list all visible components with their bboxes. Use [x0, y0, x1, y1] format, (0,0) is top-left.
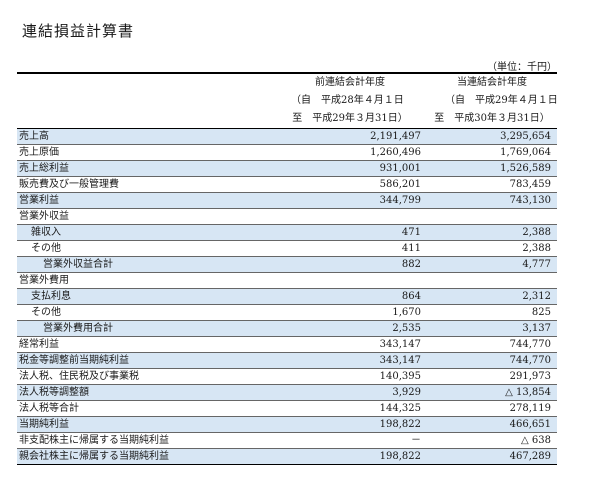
row-label: 当期純利益 [17, 416, 273, 433]
row-label: 売上高 [17, 128, 273, 145]
curr-period-value: 744,770 [427, 352, 557, 369]
curr-period-value: 467,289 [427, 448, 557, 465]
prev-period-value: 140,395 [273, 368, 427, 385]
table-row: 営業外費用合計 2,535 3,137 [17, 320, 557, 337]
row-label: 非支配株主に帰属する当期純利益 [17, 432, 273, 449]
row-label: 税金等調整前当期純利益 [17, 352, 273, 369]
prev-period-value: 344,799 [273, 192, 427, 209]
table-row: 売上高 2,191,497 3,295,654 [17, 128, 557, 145]
prev-period-value: 586,201 [273, 176, 427, 193]
row-label: 営業外費用 [17, 272, 273, 289]
curr-period-value: 2,312 [427, 288, 557, 305]
table-row: 法人税、住民税及び事業税 140,395 291,973 [17, 368, 557, 385]
row-label: 営業外費用合計 [17, 320, 273, 337]
row-label: 売上総利益 [17, 160, 273, 177]
curr-period-value: 1,526,589 [427, 160, 557, 177]
prev-period-value: 2,535 [273, 320, 427, 337]
row-label: 支払利息 [17, 288, 273, 305]
prev-period-value: 343,147 [273, 336, 427, 353]
header-blank [17, 74, 273, 92]
curr-period-value: 278,119 [427, 400, 557, 417]
unit-note: （単位：千円） [487, 62, 557, 73]
prev-period-to: 至 平成29年３月31日） [292, 113, 408, 124]
table-row: 法人税等調整額 3,929 △ 13,854 [17, 384, 557, 401]
table-row: その他 411 2,388 [17, 240, 557, 257]
row-label: 営業外収益 [17, 208, 273, 225]
row-label: 営業利益 [17, 192, 273, 209]
prev-period-value: 1,670 [273, 304, 427, 321]
curr-period-value [427, 272, 557, 289]
table-row: 非支配株主に帰属する当期純利益－ △ 638 [17, 432, 557, 449]
curr-period-heading: 当連結会計年度 [457, 77, 527, 88]
row-label: その他 [17, 304, 273, 321]
curr-period-value: △ 13,854 [427, 384, 557, 401]
table-header: 前連結会計年度 当連結会計年度 （自 平成28年４月１日 （自 平成29年４月１… [17, 72, 558, 129]
curr-period-from: （自 平成29年４月１日 [445, 95, 558, 106]
table-row: 支払利息 864 2,312 [17, 288, 557, 305]
row-label: 経常利益 [17, 336, 273, 353]
row-label: その他 [17, 240, 273, 257]
prev-period-value [273, 272, 427, 289]
prev-period-value: 2,191,497 [273, 128, 427, 145]
prev-period-value: 198,822 [273, 416, 427, 433]
curr-period-value: 466,651 [427, 416, 557, 433]
header-blank [17, 110, 273, 129]
row-label: 雑収入 [17, 224, 273, 241]
prev-period-value: 471 [273, 224, 427, 241]
prev-period-value: 864 [273, 288, 427, 305]
table-row: 経常利益 343,147 744,770 [17, 336, 557, 353]
curr-period-value: 743,130 [427, 192, 557, 209]
row-label: 法人税、住民税及び事業税 [17, 368, 273, 385]
curr-period-value: 2,388 [427, 240, 557, 257]
curr-period-value: 783,459 [427, 176, 557, 193]
table-row: 営業外収益合計 882 4,777 [17, 256, 557, 273]
table-row: 法人税等合計 144,325 278,119 [17, 400, 557, 417]
header-blank [17, 92, 273, 110]
curr-period-value: 4,777 [427, 256, 557, 273]
table-row: 雑収入 471 2,388 [17, 224, 557, 241]
row-label: 販売費及び一般管理費 [17, 176, 273, 193]
table-row: 親会社株主に帰属する当期純利益 198,822 467,289 [17, 448, 557, 465]
table-row: 売上総利益 931,001 1,526,589 [17, 160, 557, 177]
row-label: 営業外収益合計 [17, 256, 273, 273]
curr-period-value: 3,137 [427, 320, 557, 337]
prev-period-value: 1,260,496 [273, 144, 427, 161]
row-label: 親会社株主に帰属する当期純利益 [17, 448, 273, 465]
curr-period-value: 744,770 [427, 336, 557, 353]
prev-period-value: 343,147 [273, 352, 427, 369]
table-row: 営業外費用 [17, 272, 557, 289]
prev-period-value [273, 208, 427, 225]
table-row: 営業利益 344,799 743,130 [17, 192, 557, 209]
curr-period-value: 3,295,654 [427, 128, 557, 145]
table-row: 販売費及び一般管理費 586,201 783,459 [17, 176, 557, 193]
table-row: その他 1,670 825 [17, 304, 557, 321]
document-title: 連結損益計算書 [22, 22, 135, 40]
curr-period-to: 至 平成30年３月31日） [434, 113, 550, 124]
prev-period-value: 198,822 [273, 448, 427, 465]
table-row: 税金等調整前当期純利益 343,147 744,770 [17, 352, 557, 369]
prev-period-value: 144,325 [273, 400, 427, 417]
table-body: 売上高 2,191,497 3,295,654 売上原価 1,260,496 1,769,… [17, 128, 557, 465]
curr-period-value: 825 [427, 304, 557, 321]
curr-period-value: △ 638 [427, 432, 557, 449]
income-statement-table: 前連結会計年度 当連結会計年度 （自 平成28年４月１日 （自 平成29年４月１… [17, 72, 558, 465]
curr-period-value [427, 208, 557, 225]
prev-period-heading: 前連結会計年度 [315, 77, 385, 88]
prev-period-from: （自 平成28年４月１日 [291, 95, 404, 106]
prev-period-value: 931,001 [273, 160, 427, 177]
curr-period-value: 291,973 [427, 368, 557, 385]
prev-period-value: 3,929 [273, 384, 427, 401]
row-label: 法人税等調整額 [17, 384, 273, 401]
curr-period-value: 2,388 [427, 224, 557, 241]
row-label: 売上原価 [17, 144, 273, 161]
table-row: 売上原価 1,260,496 1,769,064 [17, 144, 557, 161]
row-label: 法人税等合計 [17, 400, 273, 417]
curr-period-value: 1,769,064 [427, 144, 557, 161]
table-row: 営業外収益 [17, 208, 557, 225]
table-row: 当期純利益 198,822 466,651 [17, 416, 557, 433]
prev-period-value: 882 [273, 256, 427, 273]
prev-period-value: － [273, 432, 427, 449]
prev-period-value: 411 [273, 240, 427, 257]
